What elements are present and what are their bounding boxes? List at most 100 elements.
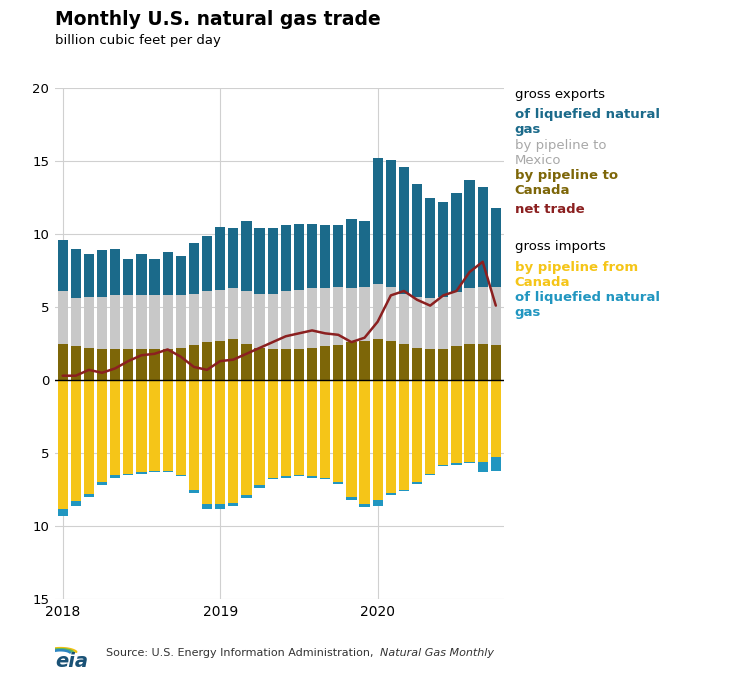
Bar [346, 288, 356, 342]
Bar [477, 286, 488, 343]
Bar [228, 339, 239, 380]
Bar [451, 347, 461, 380]
Bar [84, 380, 94, 494]
Bar [202, 342, 212, 380]
Bar [242, 291, 252, 343]
Bar [333, 286, 343, 345]
Bar [293, 475, 304, 477]
Bar [202, 236, 212, 291]
Bar [150, 295, 160, 349]
Bar [320, 380, 330, 478]
Text: Natural Gas Monthly: Natural Gas Monthly [380, 648, 493, 658]
Bar [346, 497, 356, 500]
Bar [71, 347, 81, 380]
Text: eia: eia [55, 651, 88, 671]
Bar [385, 341, 396, 380]
Text: of liquefied natural
gas: of liquefied natural gas [515, 291, 660, 319]
Bar [202, 380, 212, 504]
Bar [202, 291, 212, 342]
Bar [110, 349, 120, 380]
Bar [438, 202, 448, 297]
Bar [464, 380, 475, 462]
Text: of liquefied natural
gas: of liquefied natural gas [515, 108, 660, 136]
Bar [438, 349, 448, 380]
Bar [110, 380, 120, 475]
Bar [71, 501, 81, 506]
Bar [255, 485, 265, 488]
Bar [399, 294, 409, 343]
Bar [451, 380, 461, 463]
Bar [163, 471, 173, 472]
Bar [71, 248, 81, 299]
Bar [412, 482, 422, 484]
Bar [163, 349, 173, 380]
Text: gross exports: gross exports [515, 88, 604, 101]
Bar [176, 295, 186, 348]
Bar [372, 284, 383, 339]
Bar [346, 380, 356, 497]
Bar [255, 294, 265, 348]
Bar [320, 478, 330, 479]
Bar [267, 349, 278, 380]
Bar [412, 348, 422, 380]
Bar [477, 462, 488, 472]
Text: by pipeline from
Canada: by pipeline from Canada [515, 261, 638, 288]
Bar [359, 380, 369, 504]
Text: net trade: net trade [515, 203, 584, 216]
Bar [451, 463, 461, 465]
Bar [359, 504, 369, 507]
Bar [176, 380, 186, 475]
Bar [385, 380, 396, 493]
Bar [84, 255, 94, 297]
Bar [477, 188, 488, 286]
Bar [137, 349, 147, 380]
Bar [280, 291, 291, 349]
Text: by pipeline to
Canada: by pipeline to Canada [515, 169, 618, 197]
Bar [215, 380, 226, 504]
Bar [189, 489, 199, 493]
Bar [438, 465, 448, 466]
Bar [58, 291, 68, 343]
Bar [359, 221, 369, 286]
Bar [150, 349, 160, 380]
Bar [491, 345, 501, 380]
Bar [267, 294, 278, 349]
Bar [228, 228, 239, 288]
Bar [372, 500, 383, 506]
Bar [293, 380, 304, 475]
Bar [176, 475, 186, 477]
Bar [399, 167, 409, 294]
Bar [372, 339, 383, 380]
Text: Monthly U.S. natural gas trade: Monthly U.S. natural gas trade [55, 10, 380, 29]
Bar [123, 259, 134, 295]
Bar [438, 297, 448, 349]
Bar [293, 290, 304, 349]
Bar [451, 193, 461, 292]
Bar [385, 286, 396, 341]
Bar [215, 227, 226, 290]
Bar [215, 341, 226, 380]
Bar [163, 295, 173, 349]
Bar [464, 462, 475, 463]
Bar [438, 380, 448, 465]
Bar [189, 243, 199, 294]
Bar [242, 343, 252, 380]
Bar [84, 348, 94, 380]
Bar [71, 299, 81, 347]
Bar [97, 250, 107, 297]
Bar [58, 343, 68, 380]
Bar [150, 471, 160, 472]
Bar [123, 295, 134, 349]
Bar [399, 343, 409, 380]
Bar [320, 288, 330, 347]
Bar [242, 496, 252, 498]
Bar [412, 184, 422, 297]
Bar [189, 380, 199, 489]
Bar [267, 478, 278, 479]
Bar [150, 259, 160, 295]
Bar [425, 198, 435, 299]
Bar [320, 225, 330, 288]
Bar [333, 345, 343, 380]
Bar [491, 286, 501, 345]
Bar [346, 342, 356, 380]
